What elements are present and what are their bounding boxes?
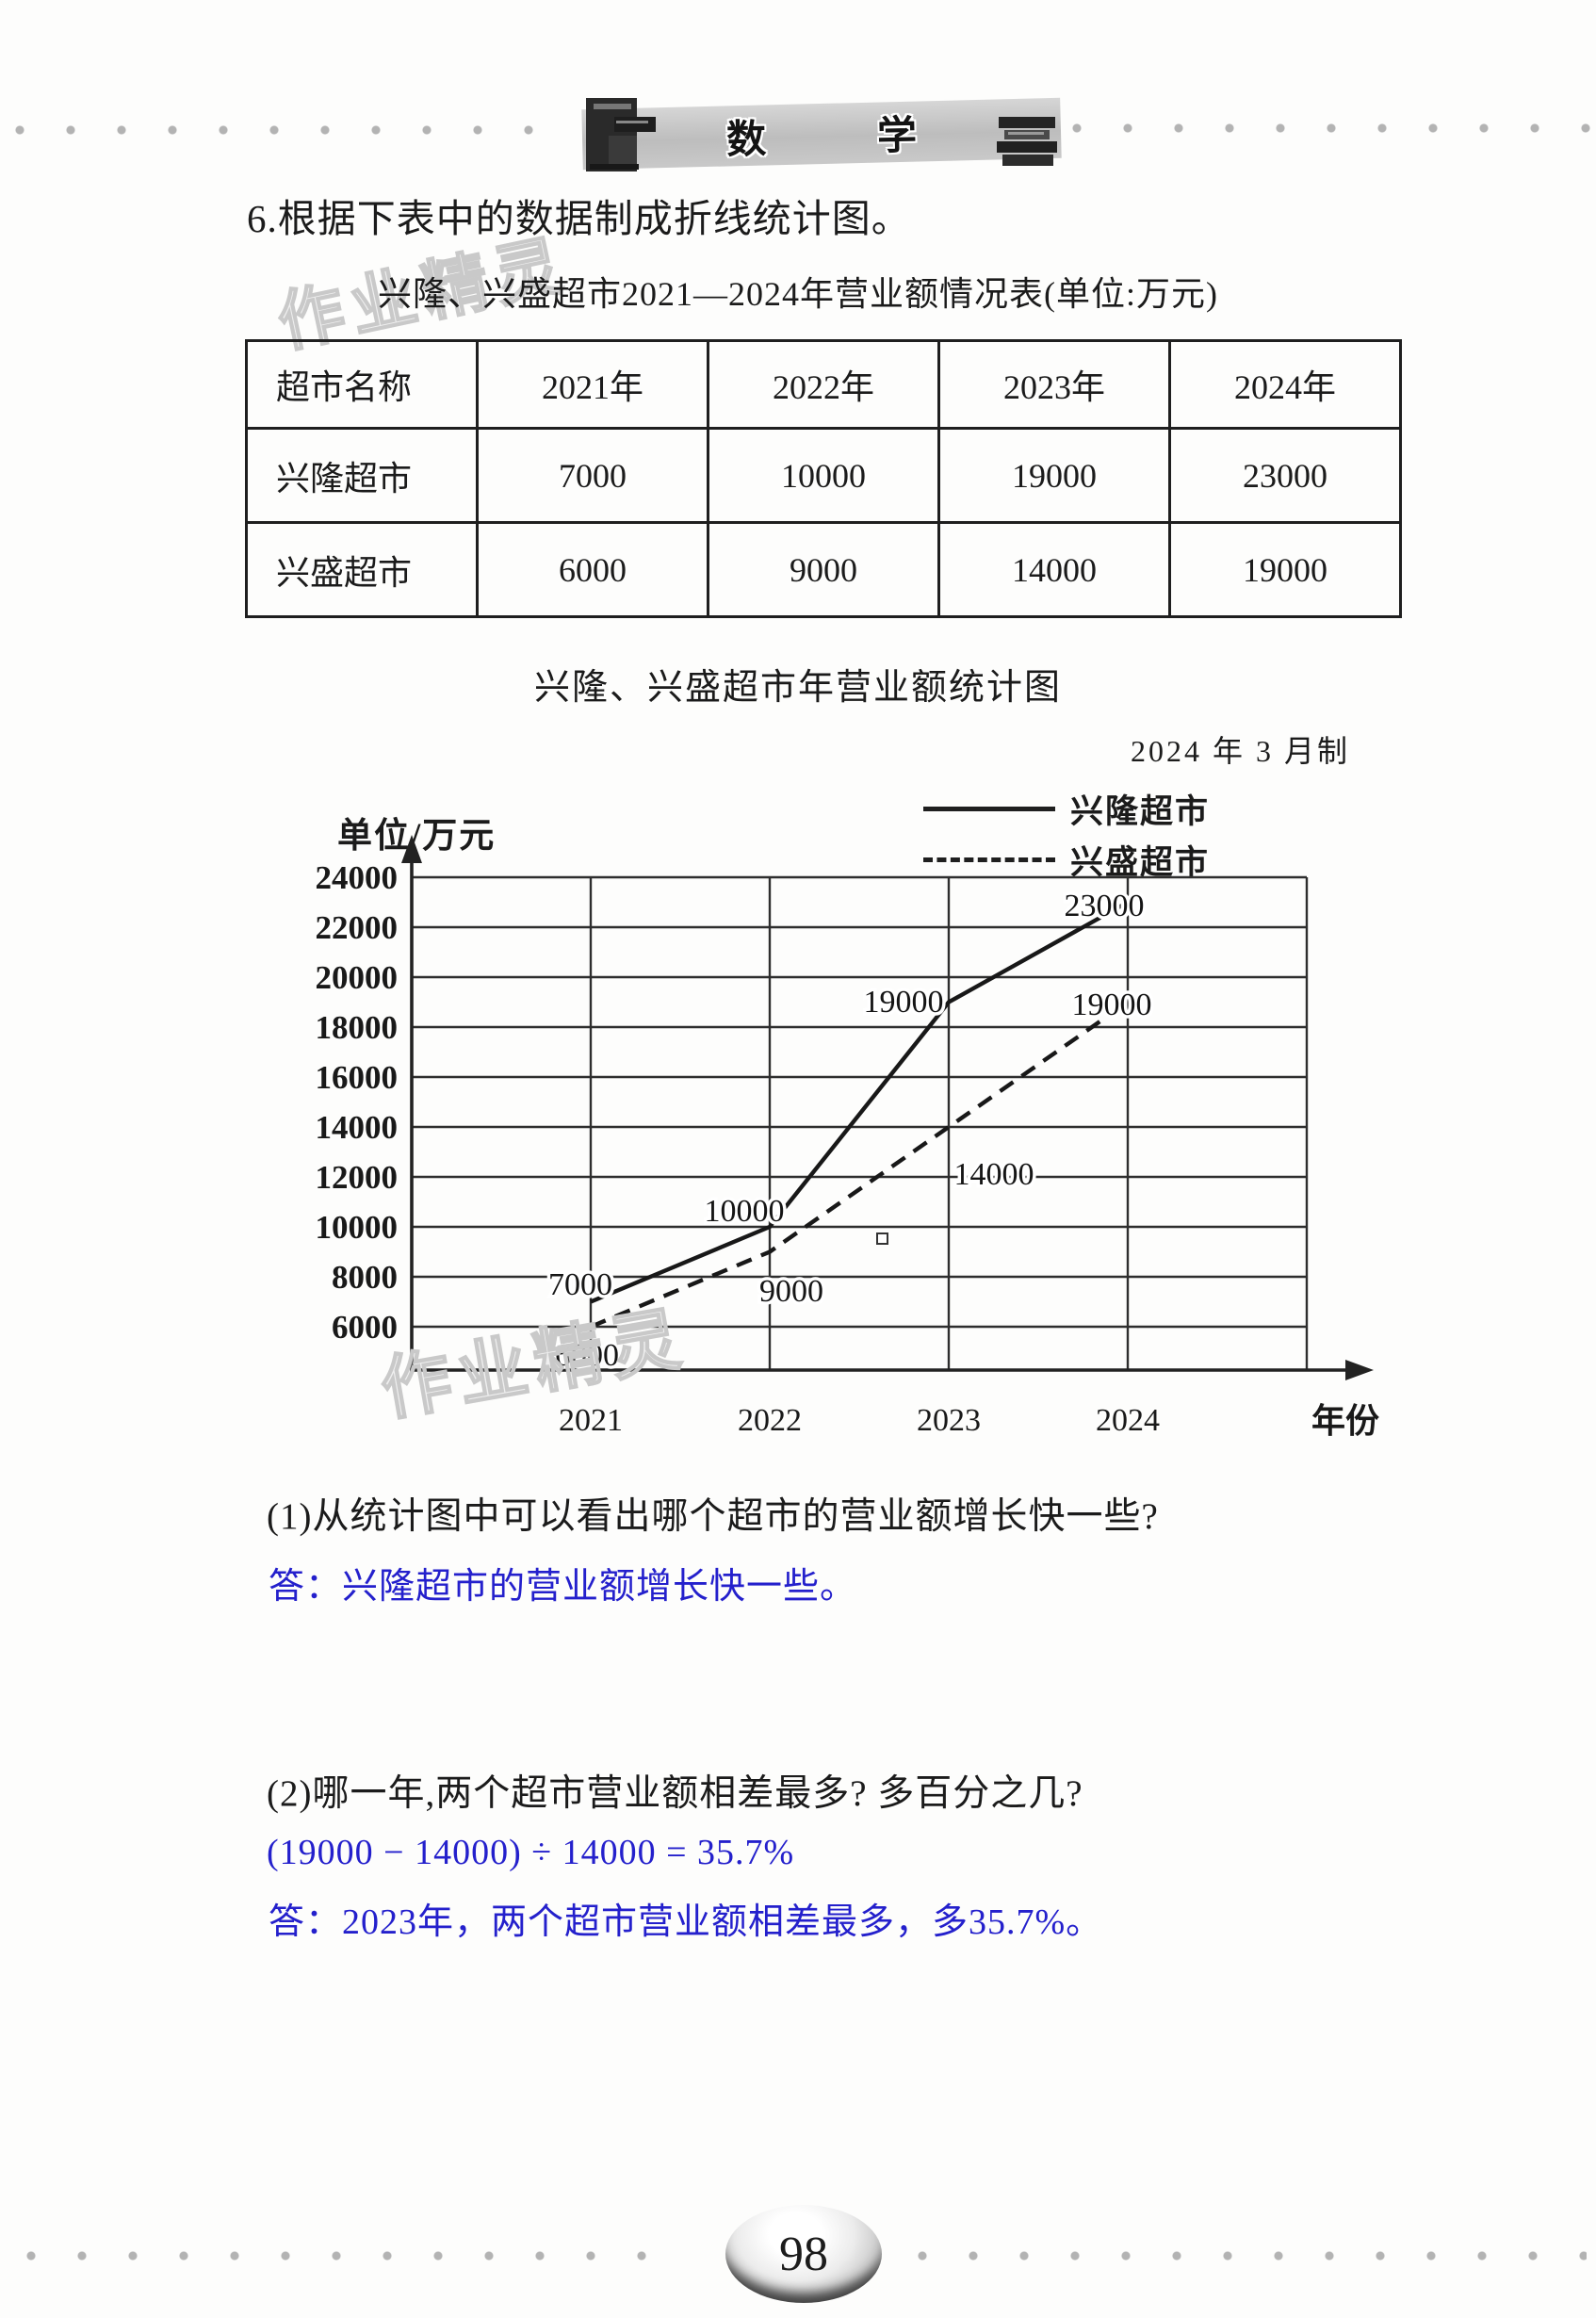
svg-text:19000: 19000 bbox=[864, 985, 944, 1020]
page-number: 98 bbox=[779, 2227, 828, 2281]
svg-text:14000: 14000 bbox=[954, 1157, 1034, 1192]
svg-text:23000: 23000 bbox=[1065, 889, 1145, 923]
svg-text:20000: 20000 bbox=[316, 959, 399, 996]
page-number-badge: 98 bbox=[725, 2205, 882, 2303]
svg-text:24000: 24000 bbox=[316, 859, 399, 896]
legend-dashed-line-sample bbox=[923, 857, 1055, 862]
cell-xinglong-2021: 7000 bbox=[476, 427, 709, 524]
answer-2: 答：2023年，两个超市营业额相差最多，多35.7%。 bbox=[269, 1902, 1103, 1942]
header-dots-right bbox=[1070, 121, 1590, 136]
row-name-xingsheng: 兴盛超市 bbox=[245, 521, 479, 618]
legend-solid-line-sample bbox=[923, 806, 1055, 811]
svg-text:7000: 7000 bbox=[548, 1267, 612, 1302]
cell-xingsheng-2022: 9000 bbox=[707, 521, 940, 618]
chart-date-note: 2024 年 3 月制 bbox=[1131, 734, 1351, 768]
svg-text:10000: 10000 bbox=[705, 1194, 785, 1229]
svg-text:9000: 9000 bbox=[759, 1274, 823, 1309]
footer-dots-left bbox=[24, 2248, 675, 2263]
header-dots-left bbox=[13, 122, 571, 138]
table-header-row: 超市名称 2021年 2022年 2023年 2024年 bbox=[245, 339, 1402, 430]
problem-statement: 6.根据下表中的数据制成折线统计图。 bbox=[247, 197, 911, 240]
cell-xingsheng-2023: 14000 bbox=[937, 521, 1171, 618]
svg-text:14000: 14000 bbox=[316, 1109, 399, 1146]
table-title: 兴隆、兴盛超市2021—2024年营业额情况表(单位:万元) bbox=[378, 275, 1218, 313]
svg-text:6000: 6000 bbox=[555, 1338, 619, 1373]
chart-legend: 兴隆超市 兴盛超市 bbox=[923, 790, 1210, 891]
column-header-2022: 2022年 bbox=[707, 339, 940, 430]
banner-title: 数 学 bbox=[725, 103, 918, 165]
svg-text:19000: 19000 bbox=[1072, 988, 1152, 1022]
banner-char-2: 学 bbox=[876, 114, 918, 159]
cell-xinglong-2024: 23000 bbox=[1168, 427, 1402, 524]
svg-text:12000: 12000 bbox=[316, 1159, 399, 1196]
svg-text:2023: 2023 bbox=[917, 1403, 981, 1438]
footer-dots-right bbox=[916, 2248, 1587, 2263]
row-name-xinglong: 兴隆超市 bbox=[245, 427, 479, 524]
cell-xinglong-2022: 10000 bbox=[707, 427, 940, 524]
book-stack-icon-left bbox=[586, 98, 656, 171]
svg-text:2024: 2024 bbox=[1096, 1403, 1160, 1438]
svg-text:8000: 8000 bbox=[332, 1259, 398, 1296]
cell-xinglong-2023: 19000 bbox=[937, 427, 1171, 524]
answer-1: 答：兴隆超市的营业额增长快一些。 bbox=[269, 1567, 857, 1607]
svg-text:10000: 10000 bbox=[316, 1209, 399, 1246]
svg-text:6000: 6000 bbox=[332, 1309, 398, 1346]
legend-item-xingsheng: 兴盛超市 bbox=[923, 841, 1210, 881]
book-stack-icon-right bbox=[997, 117, 1057, 166]
table-row-xinglong: 兴隆超市 7000 10000 19000 23000 bbox=[245, 427, 1402, 524]
line-chart: 24000 22000 20000 18000 16000 14000 12000 10000… bbox=[316, 835, 1379, 1440]
banner-char-1: 数 bbox=[725, 117, 767, 162]
svg-text:2021: 2021 bbox=[559, 1403, 623, 1438]
column-header-name: 超市名称 bbox=[245, 339, 479, 430]
legend-label-xingsheng: 兴盛超市 bbox=[1070, 843, 1211, 881]
question-1: (1)从统计图中可以看出哪个超市的营业额增长快一些? bbox=[267, 1496, 1159, 1537]
cell-xingsheng-2024: 19000 bbox=[1168, 521, 1402, 618]
column-header-2023: 2023年 bbox=[937, 339, 1171, 430]
svg-text:年份: 年份 bbox=[1311, 1402, 1379, 1440]
svg-text:22000: 22000 bbox=[316, 909, 399, 946]
data-table: 超市名称 2021年 2022年 2023年 2024年 兴隆超市 7000 1… bbox=[245, 339, 1402, 618]
question-2: (2)哪一年,两个超市营业额相差最多? 多百分之几? bbox=[267, 1773, 1083, 1814]
cell-xingsheng-2021: 6000 bbox=[476, 521, 709, 618]
legend-item-xinglong: 兴隆超市 bbox=[923, 790, 1210, 830]
table-row-xingsheng: 兴盛超市 6000 9000 14000 19000 bbox=[245, 521, 1402, 618]
chart-title: 兴隆、兴盛超市年营业额统计图 bbox=[533, 668, 1062, 708]
svg-text:16000: 16000 bbox=[316, 1059, 399, 1096]
column-header-2024: 2024年 bbox=[1168, 339, 1402, 430]
svg-text:2022: 2022 bbox=[738, 1403, 802, 1438]
column-header-2021: 2021年 bbox=[476, 339, 709, 430]
answer-2-formula: (19000 − 14000) ÷ 14000 = 35.7% bbox=[267, 1833, 795, 1872]
legend-label-xinglong: 兴隆超市 bbox=[1070, 792, 1211, 830]
svg-text:18000: 18000 bbox=[316, 1009, 399, 1046]
